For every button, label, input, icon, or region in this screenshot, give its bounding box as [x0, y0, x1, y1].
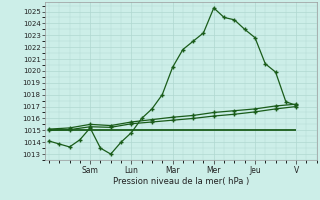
- X-axis label: Pression niveau de la mer( hPa ): Pression niveau de la mer( hPa ): [113, 177, 249, 186]
